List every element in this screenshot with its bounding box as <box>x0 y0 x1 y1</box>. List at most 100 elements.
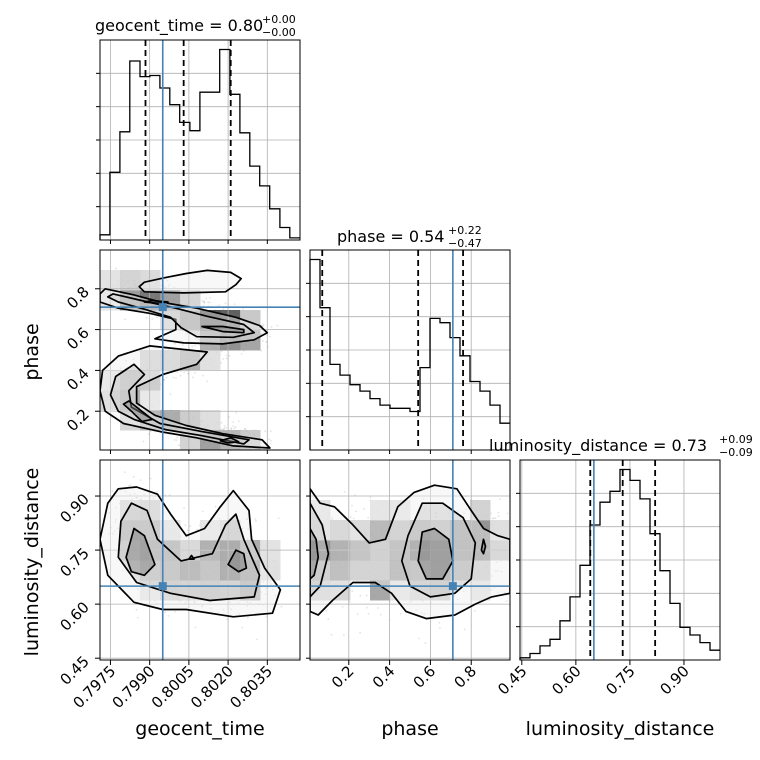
scatter-point <box>201 510 204 513</box>
xlabel-luminosity-distance: luminosity_distance <box>526 718 715 740</box>
scatter-point <box>270 326 273 328</box>
scatter-point <box>202 374 205 377</box>
scatter-point <box>147 433 150 435</box>
ytick-label-phase: 0.8 <box>63 283 93 313</box>
scatter-point <box>194 344 196 347</box>
scatter-point <box>232 421 235 423</box>
scatter-point <box>301 521 303 523</box>
scatter-point <box>264 430 267 433</box>
scatter-point <box>125 359 127 362</box>
scatter-point <box>241 626 244 629</box>
scatter-point <box>229 601 231 603</box>
scatter-point <box>236 455 238 457</box>
scatter-point <box>377 607 380 609</box>
scatter-point <box>237 420 240 423</box>
scatter-point <box>93 408 95 410</box>
scatter-point <box>169 393 172 396</box>
scatter-point <box>260 349 263 352</box>
scatter-point <box>474 609 477 612</box>
scatter-point <box>261 325 264 328</box>
scatter-point <box>219 457 221 459</box>
title-phase-plus: +0.22 <box>448 224 482 237</box>
scatter-point <box>343 491 346 493</box>
scatter-point <box>268 438 271 441</box>
truth-marker <box>158 303 167 312</box>
scatter-point <box>230 608 233 610</box>
scatter-point <box>149 477 152 480</box>
xtick-label-phase: 0.6 <box>410 662 440 692</box>
scatter-point <box>135 608 138 611</box>
scatter-point <box>201 300 204 303</box>
scatter-point <box>137 588 139 590</box>
scatter-point <box>359 631 361 634</box>
scatter-point <box>307 542 309 544</box>
scatter-point <box>95 381 97 383</box>
scatter-point <box>129 493 132 496</box>
histogram-luminosity-distance <box>519 468 720 660</box>
scatter-point <box>359 594 362 597</box>
scatter-point <box>225 427 228 429</box>
scatter-point <box>175 377 177 379</box>
scatter-point <box>439 627 441 629</box>
scatter-point <box>247 528 250 530</box>
scatter-point <box>325 609 328 612</box>
scatter-point <box>183 507 186 509</box>
scatter-point <box>298 546 300 548</box>
scatter-point <box>351 590 354 592</box>
scatter-point <box>203 301 206 304</box>
scatter-point <box>178 444 181 447</box>
scatter-point <box>174 342 177 345</box>
scatter-point <box>185 333 188 335</box>
scatter-point <box>289 556 291 558</box>
scatter-point <box>132 475 135 478</box>
title-phase-median: 0.54 <box>409 227 445 246</box>
scatter-point <box>305 561 307 563</box>
xlabel-phase: phase <box>381 718 438 740</box>
scatter-point <box>343 634 345 637</box>
scatter-point <box>129 484 132 486</box>
title-phase-eq: = <box>385 227 409 246</box>
title-geocent-time-minus: −0.00 <box>262 26 296 39</box>
scatter-point <box>351 504 353 507</box>
scatter-point <box>199 452 201 454</box>
ytick-label-luminosity-distance: 0.75 <box>56 544 92 580</box>
xtick-label-luminosity-distance: 0.90 <box>656 662 692 698</box>
density-cell <box>120 270 141 291</box>
scatter-point <box>124 318 126 321</box>
scatter-point <box>307 551 309 553</box>
scatter-point <box>223 424 226 427</box>
title-luminosity-distance-median: 0.73 <box>671 436 707 455</box>
scatter-point <box>206 380 209 383</box>
scatter-point <box>163 286 166 289</box>
scatter-point <box>167 285 170 288</box>
scatter-point <box>220 428 223 431</box>
scatter-point <box>166 279 169 282</box>
scatter-point <box>264 593 267 596</box>
scatter-point <box>197 338 200 341</box>
scatter-point <box>233 303 236 306</box>
scatter-point <box>424 642 427 645</box>
scatter-point <box>164 611 167 614</box>
scatter-point <box>168 283 171 286</box>
scatter-point <box>209 301 211 304</box>
scatter-point <box>214 505 217 508</box>
scatter-point <box>295 528 297 530</box>
title-phase-name: phase <box>337 227 385 246</box>
xtick-label-luminosity-distance: 0.45 <box>494 662 530 698</box>
scatter-point <box>234 426 237 429</box>
scatter-point <box>176 371 179 373</box>
scatter-point <box>228 354 231 357</box>
scatter-point <box>237 451 239 453</box>
scatter-point <box>154 310 157 312</box>
scatter-point <box>238 612 240 615</box>
xtick-label-luminosity-distance: 0.75 <box>602 662 638 698</box>
ytick-label-phase: 0.2 <box>63 405 93 435</box>
scatter-point <box>293 529 295 531</box>
scatter-point <box>156 316 159 319</box>
scatter-point <box>244 428 247 430</box>
title-geocent-time-median: 0.80 <box>228 16 264 35</box>
scatter-point <box>180 370 182 373</box>
scatter-point <box>111 490 114 493</box>
scatter-point <box>237 601 240 604</box>
